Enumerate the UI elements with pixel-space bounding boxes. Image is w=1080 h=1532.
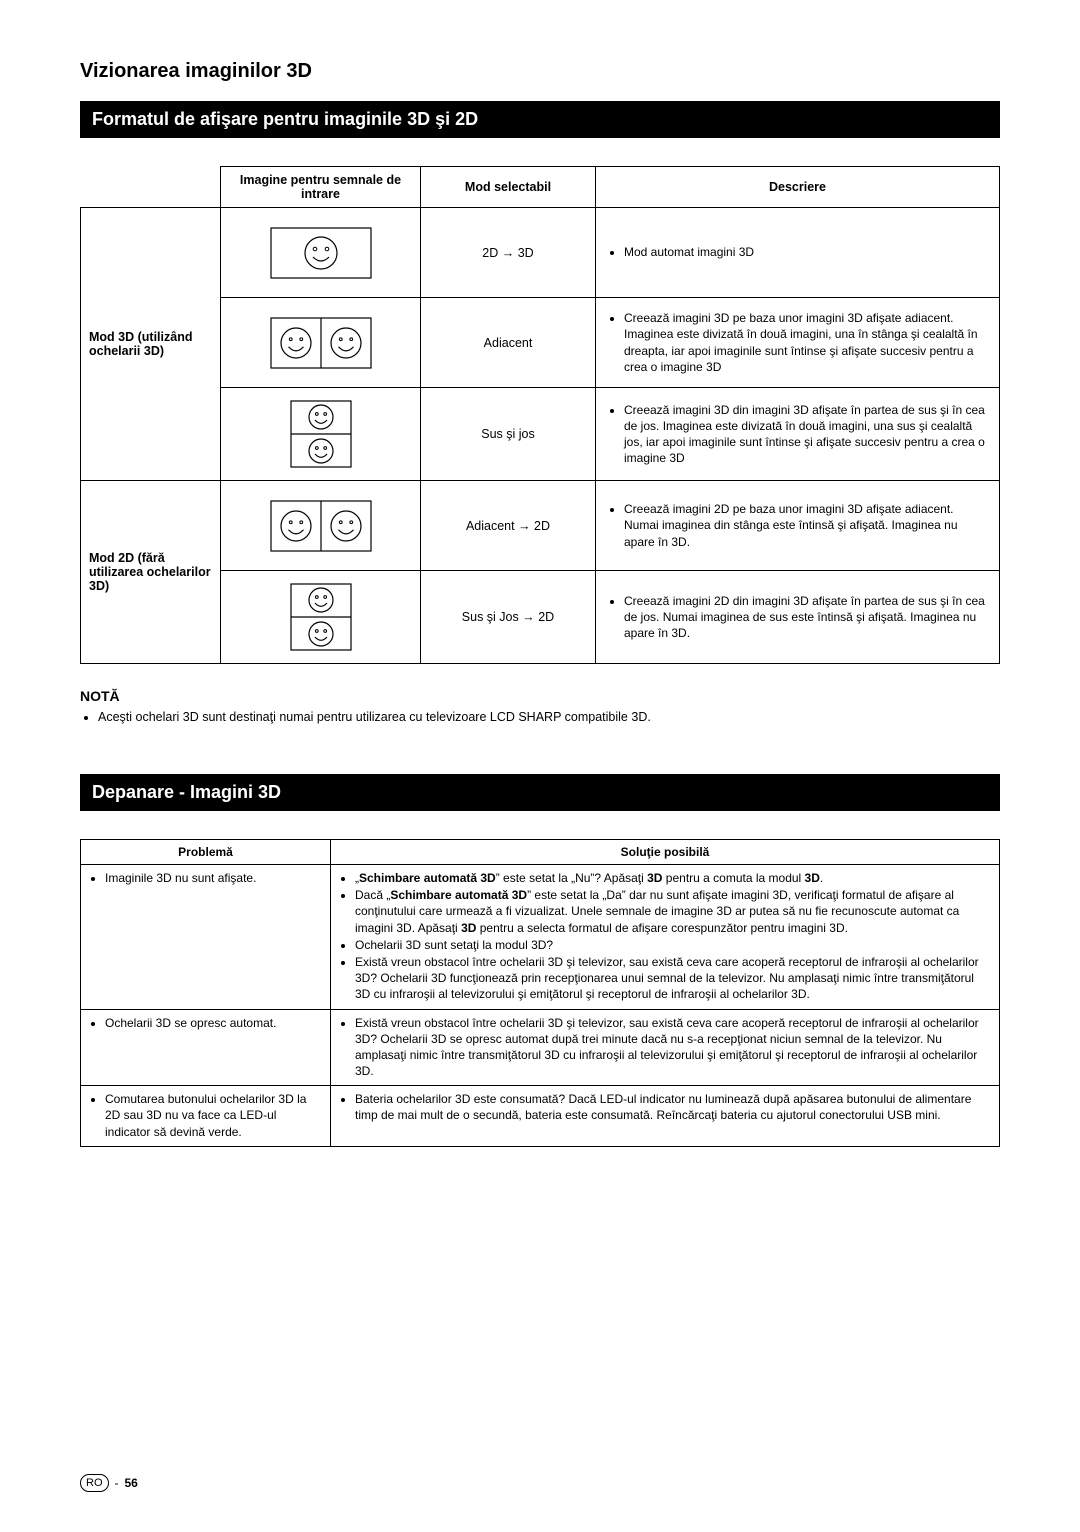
desc-cell: Creează imagini 2D pe baza unor imagini … bbox=[596, 481, 1000, 571]
mode-cell: Sus şi jos bbox=[421, 388, 596, 481]
mode-cell: 2D → 3D bbox=[421, 208, 596, 298]
problem-cell: Ochelarii 3D se opresc automat. bbox=[81, 1009, 331, 1086]
page-number: 56 bbox=[125, 1476, 138, 1490]
footer-sep: - bbox=[115, 1476, 119, 1490]
format-table: Imagine pentru semnale de intrare Mod se… bbox=[80, 166, 1000, 664]
signal-icon bbox=[221, 388, 421, 481]
desc-cell: Creează imagini 3D din imagini 3D afişat… bbox=[596, 388, 1000, 481]
solution-cell: Bateria ochelarilor 3D este consumată? D… bbox=[331, 1086, 1000, 1147]
desc-cell: Creează imagini 3D pe baza unor imagini … bbox=[596, 298, 1000, 388]
problem-cell: Comutarea butonului ochelarilor 3D la 2D… bbox=[81, 1086, 331, 1147]
col-signal: Imagine pentru semnale de intrare bbox=[221, 167, 421, 208]
problem-cell: Imaginile 3D nu sunt afişate. bbox=[81, 865, 331, 1010]
note-heading: NOTĂ bbox=[80, 688, 1000, 704]
mode-cell: Sus şi Jos → 2D bbox=[421, 571, 596, 664]
section-bar-trouble: Depanare - Imagini 3D bbox=[80, 774, 1000, 811]
note-text: Aceşti ochelari 3D sunt destinaţi numai … bbox=[98, 710, 1000, 724]
page-title: Vizionarea imaginilor 3D bbox=[80, 60, 1000, 83]
signal-icon bbox=[221, 298, 421, 388]
col-desc: Descriere bbox=[596, 167, 1000, 208]
page-footer: RO - 56 bbox=[80, 1474, 138, 1492]
desc-cell: Creează imagini 2D din imagini 3D afişat… bbox=[596, 571, 1000, 664]
solution-cell: Există vreun obstacol între ochelarii 3D… bbox=[331, 1009, 1000, 1086]
signal-icon bbox=[221, 208, 421, 298]
blank-header bbox=[81, 167, 221, 208]
solution-cell: „Schimbare automată 3D” este setat la „N… bbox=[331, 865, 1000, 1010]
lang-badge: RO bbox=[80, 1474, 109, 1492]
row-header-3d: Mod 3D (utilizând ochelarii 3D) bbox=[81, 208, 221, 481]
col-mode: Mod selectabil bbox=[421, 167, 596, 208]
desc-cell: Mod automat imagini 3D bbox=[596, 208, 1000, 298]
trouble-table: Problemă Soluţie posibilă Imaginile 3D n… bbox=[80, 839, 1000, 1147]
col-solution: Soluţie posibilă bbox=[331, 840, 1000, 865]
col-problem: Problemă bbox=[81, 840, 331, 865]
signal-icon bbox=[221, 481, 421, 571]
note-body: Aceşti ochelari 3D sunt destinaţi numai … bbox=[80, 710, 1000, 724]
mode-cell: Adiacent → 2D bbox=[421, 481, 596, 571]
mode-cell: Adiacent bbox=[421, 298, 596, 388]
signal-icon bbox=[221, 571, 421, 664]
section-bar-format: Formatul de afişare pentru imaginile 3D … bbox=[80, 101, 1000, 138]
row-header-2d: Mod 2D (fără utilizarea ochelarilor 3D) bbox=[81, 481, 221, 664]
